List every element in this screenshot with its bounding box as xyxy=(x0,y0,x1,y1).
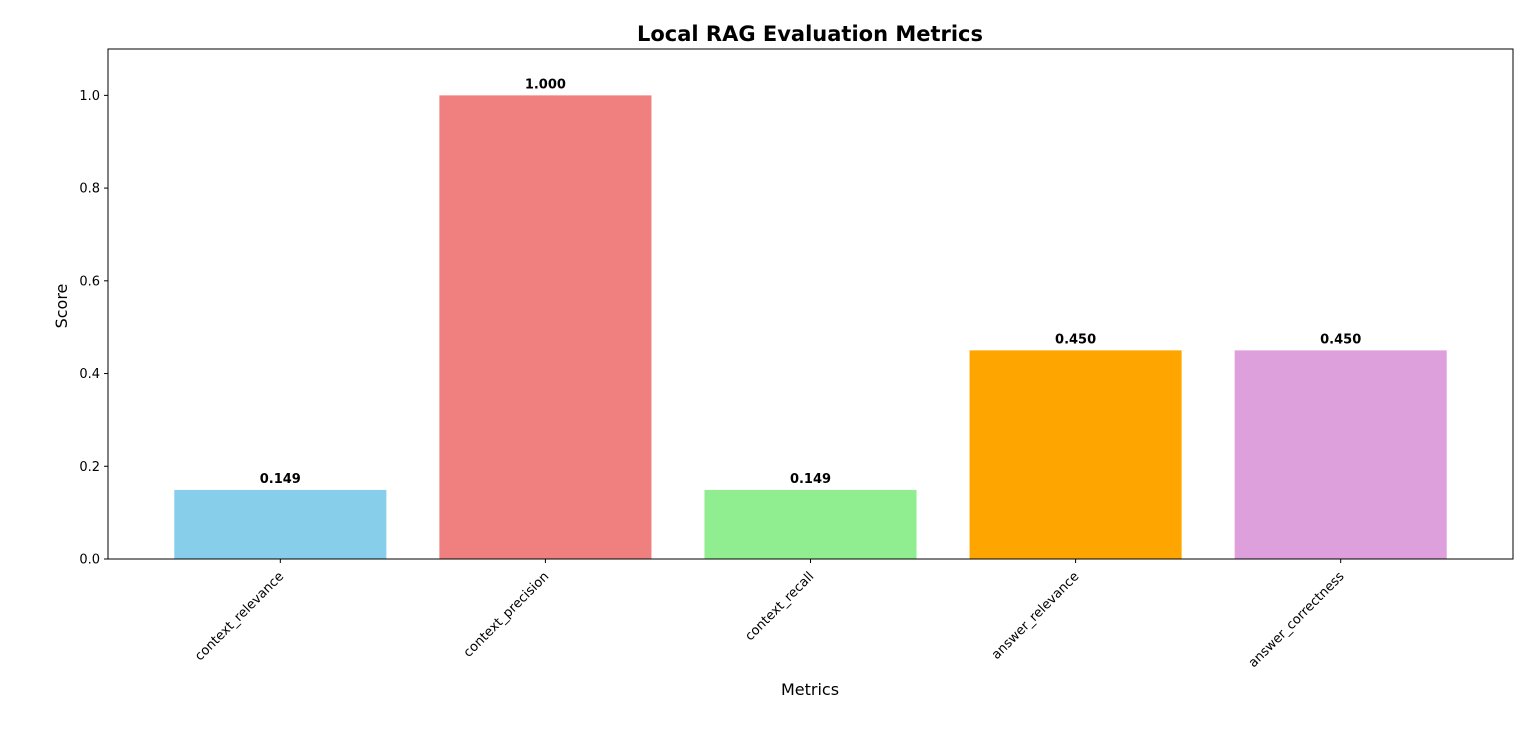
bar-value-label: 0.149 xyxy=(260,472,301,487)
bar-value-label: 0.450 xyxy=(1320,332,1361,347)
y-axis-label: Score xyxy=(52,284,71,329)
plot-frame xyxy=(107,48,1514,560)
x-axis-label: Metrics xyxy=(781,680,839,699)
x-tick-label: context_recall xyxy=(742,569,817,644)
y-tick-label: 1.0 xyxy=(79,89,100,104)
plot-area: 0.0 0.2 0.4 0.6 0.8 1.0 0.149 context_relevance… xyxy=(79,77,1447,671)
bar-answer-relevance xyxy=(969,350,1182,559)
y-tick-label: 0.4 xyxy=(79,367,100,382)
bar-context-recall xyxy=(704,489,917,559)
bar-value-label: 1.000 xyxy=(525,77,566,92)
y-tick-label: 0.8 xyxy=(79,182,100,197)
y-tick-label: 0.2 xyxy=(79,460,100,475)
bar-value-label: 0.450 xyxy=(1055,332,1096,347)
bar-answer-correctness xyxy=(1234,350,1447,559)
y-tick-label: 0.0 xyxy=(79,553,100,568)
bar-value-label: 0.149 xyxy=(790,472,831,487)
x-tick-label: context_relevance xyxy=(192,569,287,664)
x-tick-label: answer_correctness xyxy=(1246,569,1348,671)
bar-context-precision xyxy=(439,95,652,559)
x-tick-label: answer_relevance xyxy=(989,569,1082,662)
x-tick-label: context_precision xyxy=(461,569,552,660)
bar-context-relevance xyxy=(174,489,387,559)
y-tick-label: 0.6 xyxy=(79,274,100,289)
chart-title: Local RAG Evaluation Metrics xyxy=(637,22,983,46)
